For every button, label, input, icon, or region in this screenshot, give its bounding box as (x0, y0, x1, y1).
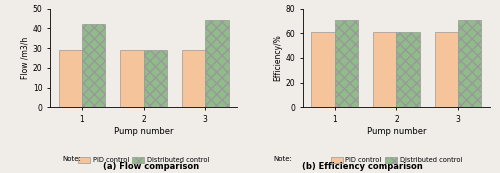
Bar (120, 50, 144, 107)
Text: Note:: Note: (62, 156, 82, 162)
Bar (206, 20, 229, 107)
Bar (58, 50, 82, 107)
Bar (144, 50, 167, 107)
Y-axis label: Efficiency/%: Efficiency/% (274, 35, 282, 81)
Text: (a) Flow comparison: (a) Flow comparison (102, 162, 198, 171)
Legend: PID control, Distributed control: PID control, Distributed control (330, 157, 462, 163)
Bar (334, 20, 358, 107)
Bar (396, 32, 420, 107)
Bar (182, 50, 206, 107)
Text: Note:: Note: (274, 156, 292, 162)
Bar (434, 32, 458, 107)
Bar (373, 32, 396, 107)
Bar (82, 24, 106, 107)
Legend: PID control, Distributed control: PID control, Distributed control (78, 157, 210, 163)
X-axis label: Pump number: Pump number (114, 127, 174, 136)
Y-axis label: Flow /m3/h: Flow /m3/h (21, 37, 30, 79)
Bar (312, 32, 334, 107)
Bar (458, 20, 481, 107)
X-axis label: Pump number: Pump number (366, 127, 426, 136)
Text: (b) Efficiency comparison: (b) Efficiency comparison (302, 162, 422, 171)
